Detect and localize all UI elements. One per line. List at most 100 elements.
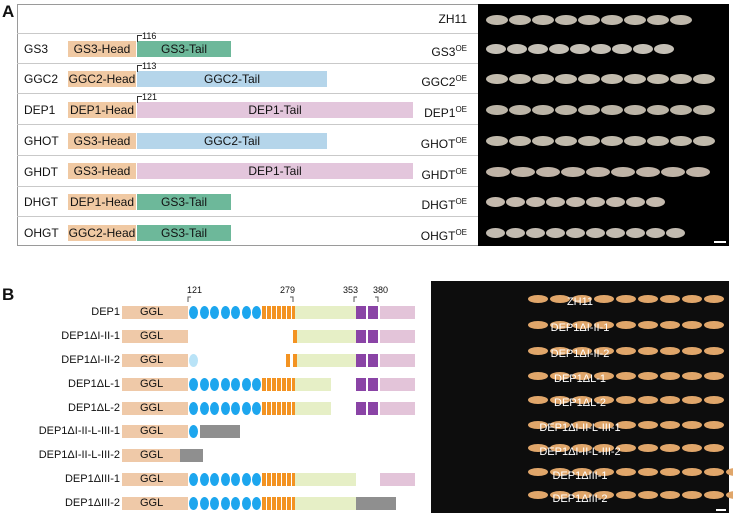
rice-grain bbox=[532, 136, 554, 146]
purple-repeat-block bbox=[356, 354, 366, 367]
orange-repeat-block bbox=[277, 378, 281, 391]
construct-label: DEP1ΔIII-2 bbox=[64, 497, 120, 509]
rice-grain bbox=[594, 396, 614, 404]
rice-grain bbox=[572, 421, 592, 429]
rice-grain bbox=[682, 444, 702, 452]
cysteine-repeat-oval bbox=[210, 378, 219, 391]
dhgt-head-segment: DEP1-Head bbox=[68, 194, 136, 210]
rice-grain bbox=[693, 136, 715, 146]
cysteine-repeat-oval bbox=[210, 402, 219, 415]
rice-grain bbox=[647, 136, 669, 146]
orange-repeat-block bbox=[287, 402, 291, 415]
panel-a-seed-photo bbox=[478, 4, 729, 246]
rice-grain bbox=[646, 197, 665, 207]
ghdt-head-segment: GS3-Head bbox=[68, 163, 136, 179]
cysteine-repeat-oval bbox=[231, 497, 240, 510]
cysteine-repeat-oval bbox=[189, 497, 198, 510]
rice-grain bbox=[594, 321, 614, 329]
rice-grain bbox=[594, 444, 614, 452]
rice-grain bbox=[601, 136, 623, 146]
rice-grain bbox=[647, 74, 669, 84]
rice-grain bbox=[601, 105, 623, 115]
rice-grain bbox=[594, 421, 614, 429]
rice-grain bbox=[660, 444, 680, 452]
rice-grain bbox=[561, 167, 585, 177]
row-divider bbox=[17, 216, 478, 217]
rice-grain bbox=[616, 396, 636, 404]
rice-grain bbox=[546, 228, 565, 238]
cysteine-repeat-oval bbox=[189, 473, 198, 486]
oe-label-ggc2: GGC2OE bbox=[421, 74, 467, 89]
rice-grain bbox=[704, 491, 724, 499]
rice-grain bbox=[726, 491, 733, 499]
rice-grain bbox=[660, 372, 680, 380]
orange-repeat-block bbox=[272, 497, 276, 510]
rice-grain bbox=[486, 15, 508, 25]
ggl-domain: GGL bbox=[122, 330, 188, 343]
cysteine-repeat-oval bbox=[199, 378, 209, 391]
orange-repeat-block bbox=[277, 306, 281, 319]
photo-label: DEP1ΔIII-1 bbox=[552, 470, 608, 482]
rice-grain bbox=[682, 491, 702, 499]
purple-repeat-block bbox=[356, 402, 366, 415]
rice-grain bbox=[572, 491, 592, 499]
orange-repeat-block bbox=[272, 378, 276, 391]
rice-grain bbox=[509, 136, 531, 146]
linker-region bbox=[295, 473, 356, 486]
rice-grain bbox=[704, 347, 724, 355]
photo-label: DEP1ΔI-II-L-III-2 bbox=[539, 446, 621, 458]
rice-grain bbox=[586, 228, 605, 238]
rice-grain bbox=[660, 491, 680, 499]
cysteine-repeat-oval bbox=[189, 402, 198, 415]
rice-grain bbox=[506, 197, 525, 207]
rice-grain bbox=[532, 74, 554, 84]
rice-grain bbox=[572, 396, 592, 404]
rice-grain bbox=[570, 44, 590, 54]
orange-repeat-block bbox=[277, 473, 281, 486]
photo-label: DEP1ΔI-II-1 bbox=[550, 322, 610, 334]
rice-grain bbox=[586, 167, 610, 177]
rice-grain bbox=[509, 105, 531, 115]
linker-region bbox=[297, 330, 356, 343]
oe-label-ohgt: OHGTOE bbox=[420, 228, 467, 243]
linker-region bbox=[295, 378, 331, 391]
ggc2-head-segment: GGC2-Head bbox=[68, 71, 136, 87]
orange-repeat-block bbox=[293, 330, 297, 343]
ggl-domain: GGL bbox=[122, 354, 188, 367]
orange-repeat-block bbox=[277, 497, 281, 510]
orange-repeat-block bbox=[287, 306, 291, 319]
replaced-region bbox=[180, 449, 203, 462]
orange-repeat-block bbox=[267, 473, 271, 486]
rice-grain bbox=[616, 444, 636, 452]
construct-label: DEP1ΔI-II-2 bbox=[61, 354, 120, 366]
rice-grain bbox=[578, 136, 600, 146]
ghdt-tail-segment: DEP1-Tail bbox=[137, 163, 413, 179]
rice-grain bbox=[486, 167, 510, 177]
purple-repeat-block bbox=[368, 402, 378, 415]
orange-repeat-block bbox=[272, 473, 276, 486]
orange-repeat-block bbox=[292, 378, 296, 391]
photo-label: DEP1ΔIII-2 bbox=[552, 493, 608, 505]
ggl-domain: GGL bbox=[122, 473, 188, 486]
cysteine-repeat-oval bbox=[231, 402, 240, 415]
rice-grain bbox=[646, 228, 665, 238]
orange-repeat-block bbox=[262, 402, 266, 415]
rice-grain bbox=[528, 372, 548, 380]
rice-grain bbox=[638, 295, 658, 303]
rice-grain bbox=[507, 44, 527, 54]
rice-grain bbox=[601, 74, 623, 84]
rice-grain bbox=[586, 197, 605, 207]
rice-grain bbox=[616, 372, 636, 380]
rice-grain bbox=[616, 321, 636, 329]
gene-label-ghdt: GHDT bbox=[24, 165, 58, 179]
rice-grain bbox=[682, 372, 702, 380]
rice-grain bbox=[606, 197, 625, 207]
rice-grain bbox=[624, 105, 646, 115]
rice-grain bbox=[660, 347, 680, 355]
rice-grain bbox=[638, 396, 658, 404]
rice-grain bbox=[549, 44, 569, 54]
rice-grain bbox=[612, 44, 632, 54]
rice-grain bbox=[638, 491, 658, 499]
rice-grain bbox=[532, 15, 554, 25]
cysteine-repeat-oval bbox=[220, 402, 230, 415]
